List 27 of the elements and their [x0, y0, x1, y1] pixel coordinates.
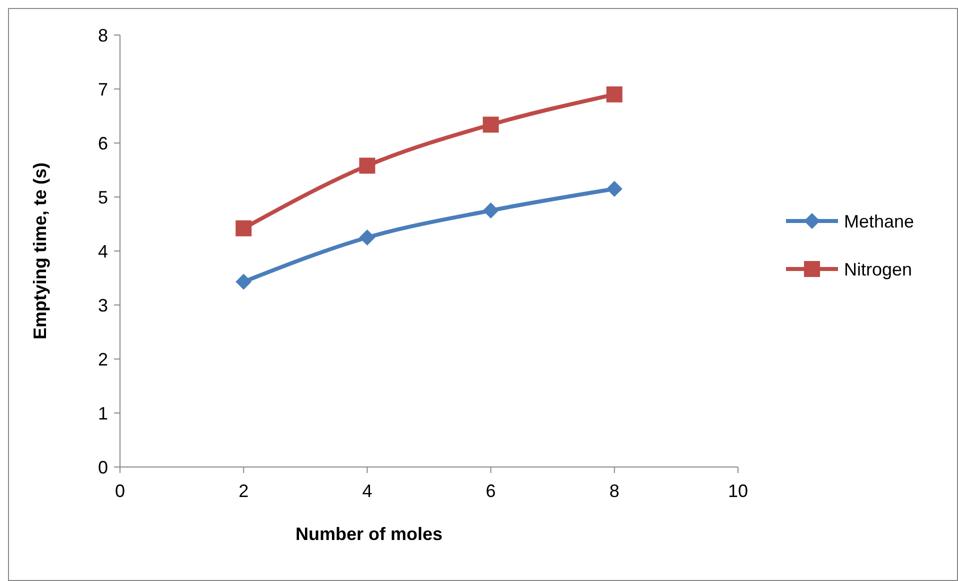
y-tick-label: 4: [98, 241, 108, 262]
x-tick-label: 4: [362, 481, 372, 501]
y-tick-label: 7: [98, 79, 108, 100]
x-tick-label: 8: [609, 481, 620, 501]
y-axis-title: Emptying time, te (s): [30, 162, 50, 340]
y-tick-label: 5: [98, 187, 108, 208]
point: [482, 202, 499, 218]
y-tick-label: 0: [98, 457, 108, 478]
point: [359, 158, 376, 174]
y-tick-label: 6: [98, 133, 108, 154]
legend-label: Methane: [844, 211, 914, 232]
point: [606, 86, 622, 102]
x-tick-label: 2: [238, 481, 249, 501]
y-tick-label: 3: [98, 295, 108, 316]
point: [606, 180, 622, 197]
y-tick-label: 8: [98, 25, 108, 46]
y-tick-label: 2: [98, 349, 108, 370]
x-tick-label: 0: [114, 481, 126, 501]
x-axis-title: Number of moles: [295, 524, 443, 544]
point: [482, 116, 499, 133]
y-tick-label: 1: [98, 403, 108, 424]
legend-label: Nitrogen: [844, 259, 912, 280]
point: [236, 220, 252, 236]
point: [236, 274, 252, 290]
x-tick-label: 6: [486, 481, 496, 501]
point: [359, 230, 376, 246]
x-tick-label: 10: [728, 481, 748, 501]
